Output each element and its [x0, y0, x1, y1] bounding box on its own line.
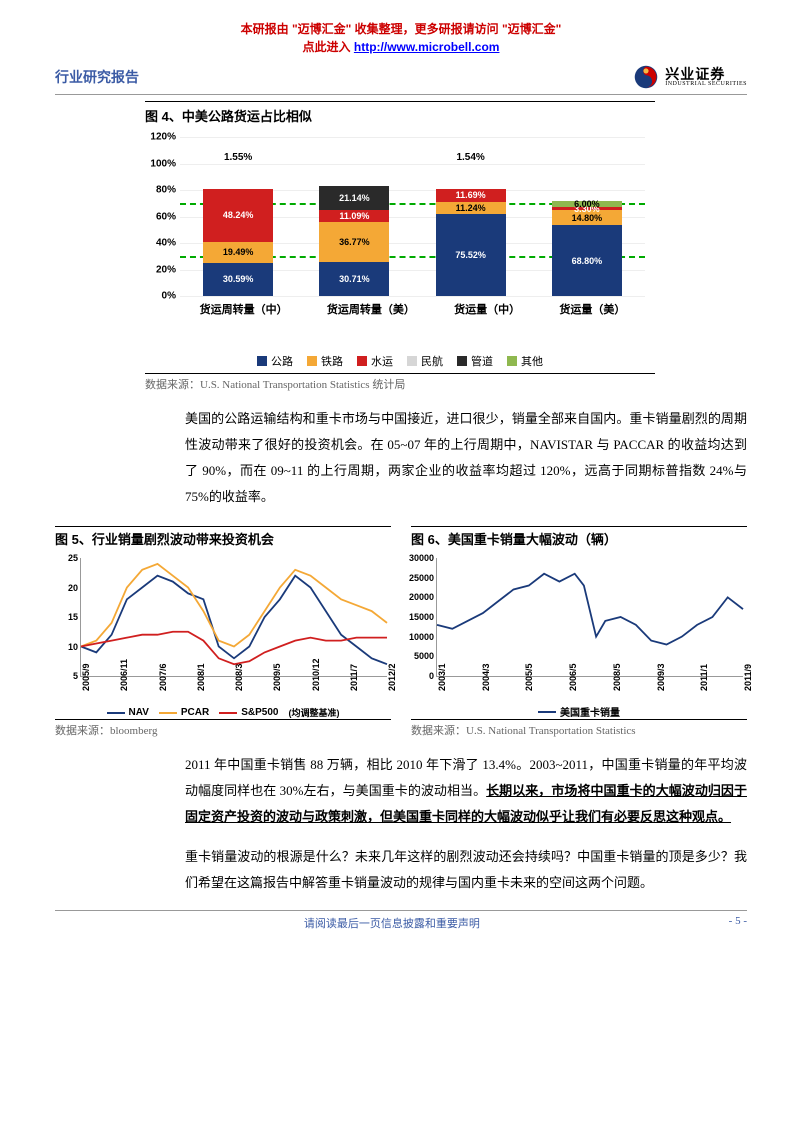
banner-link[interactable]: http://www.microbell.com — [354, 40, 500, 54]
chart6-legend: 美国重卡销量 — [411, 704, 747, 719]
legend-swatch — [307, 356, 317, 366]
legend-note: (均调整基准) — [288, 706, 339, 719]
chart6-source: 数据来源：U.S. National Transportation Statis… — [411, 722, 747, 738]
paragraph-2: 2011 年中国重卡销售 88 万辆，相比 2010 年下滑了 13.4%。20… — [185, 752, 747, 830]
chart4-bar-group: 68.80%14.80%3.30%6.00% — [552, 173, 622, 296]
legend-item: NAV — [107, 706, 149, 719]
xtick: 2012/2 — [387, 663, 389, 691]
chart4-ytick: 80% — [156, 185, 180, 196]
legend-item: 铁路 — [307, 353, 343, 369]
chart4-bar-segment: 11.09% — [319, 210, 389, 222]
chart4-bar-group: 30.59%19.49%48.24%1.55% — [203, 166, 273, 296]
chart4-bar-group: 75.52%11.24%11.69%1.54% — [436, 166, 506, 296]
legend-item: 管道 — [457, 353, 493, 369]
header: 行业研究报告 兴业证券 INDUSTRIAL SECURITIES — [55, 64, 747, 95]
ytick: 30000 — [409, 553, 437, 563]
chart4-bar-top-label: 1.55% — [224, 152, 252, 163]
ytick: 10000 — [409, 632, 437, 642]
chart4-bar-segment: 11.69% — [436, 189, 506, 202]
ytick: 20000 — [409, 592, 437, 602]
legend-item: 民航 — [407, 353, 443, 369]
legend-item: PCAR — [159, 706, 209, 719]
footer: 请阅读最后一页信息披露和重要声明 - 5 - — [55, 910, 747, 931]
chart4-bar-segment: 36.77% — [319, 222, 389, 262]
chart4-legend: 公路铁路水运民航管道其他 — [145, 353, 655, 374]
ytick: 25 — [68, 553, 81, 563]
logo-icon — [633, 64, 659, 90]
legend-item: 其他 — [507, 353, 543, 369]
ytick: 15 — [68, 612, 81, 622]
ytick: 0 — [429, 671, 437, 681]
banner-line1: 本研报由 "迈博汇金" 收集整理，更多研报请访问 "迈博汇金" — [55, 20, 747, 38]
legend-swatch — [507, 356, 517, 366]
ytick: 25000 — [409, 573, 437, 583]
chart4-xtick: 货运量（美） — [559, 301, 625, 317]
figure-5: 图 5、行业销量剧烈波动带来投资机会 5101520252005/92006/1… — [55, 524, 391, 738]
chart4-bar-segment: 21.14% — [319, 186, 389, 209]
chart5-legend: NAV PCAR S&P500 (均调整基准) — [55, 706, 391, 719]
chart4-bar-segment: 48.24% — [203, 189, 273, 241]
chart4-bar-segment: 30.71% — [319, 262, 389, 296]
chart4-bar-segment: 11.24% — [436, 202, 506, 214]
footer-text: 请阅读最后一页信息披露和重要声明 — [304, 915, 480, 931]
figure-5-title: 图 5、行业销量剧烈波动带来投资机会 — [55, 526, 391, 548]
figure-4: 图 4、中美公路货运占比相似 0% 20% 40% 60% 80% 100% 120% 30.… — [145, 101, 655, 392]
chart4-ytick: 100% — [150, 158, 180, 169]
chart5-area: 5101520252005/92006/112007/62008/12008/3… — [55, 550, 391, 720]
legend-line — [159, 712, 177, 714]
figure-6: 图 6、美国重卡销量大幅波动（辆） 0 5000 10000 15000 20000 25… — [411, 524, 747, 738]
logo-cn: 兴业证券 — [665, 67, 747, 81]
legend-line — [538, 711, 556, 713]
ytick: 5000 — [414, 651, 437, 661]
chart4-ytick: 60% — [156, 211, 180, 222]
chart6-area: 0500010000150002000025000300002003/12004… — [411, 550, 747, 720]
legend-line — [107, 712, 125, 714]
chart4-xtick: 货运量（中） — [454, 301, 520, 317]
chart4-ytick: 0% — [162, 291, 180, 302]
company-logo: 兴业证券 INDUSTRIAL SECURITIES — [633, 64, 747, 90]
line-series — [437, 574, 743, 645]
figure-6-title: 图 6、美国重卡销量大幅波动（辆） — [411, 526, 747, 548]
legend-swatch — [257, 356, 267, 366]
logo-en: INDUSTRIAL SECURITIES — [665, 81, 747, 87]
chart5-source: 数据来源：bloomberg — [55, 722, 391, 738]
chart4-ytick: 40% — [156, 238, 180, 249]
legend-item: 美国重卡销量 — [538, 704, 620, 719]
chart4-bar-group: 30.71%36.77%11.09%21.14% — [319, 164, 389, 296]
legend-swatch — [357, 356, 367, 366]
ytick: 5 — [73, 671, 81, 681]
xtick: 2011/9 — [743, 664, 745, 691]
chart4-bar-segment: 6.00% — [552, 201, 622, 207]
legend-item: 水运 — [357, 353, 393, 369]
chart4-bar-segment: 75.52% — [436, 214, 506, 296]
legend-line — [219, 712, 237, 714]
chart4-source: 数据来源：U.S. National Transportation Statis… — [145, 376, 655, 392]
report-type: 行业研究报告 — [55, 67, 139, 87]
chart4-area: 0% 20% 40% 60% 80% 100% 120% 30.59%19.49%48.24%… — [145, 127, 655, 347]
ytick: 10 — [68, 642, 81, 652]
paragraph-3: 重卡销量波动的根源是什么？未来几年这样的剧烈波动还会持续吗？中国重卡销量的顶是多… — [185, 844, 747, 896]
chart4-bar-segment: 30.59% — [203, 263, 273, 296]
top-banner: 本研报由 "迈博汇金" 收集整理，更多研报请访问 "迈博汇金" 点此进入 htt… — [55, 20, 747, 56]
figure-4-title: 图 4、中美公路货运占比相似 — [145, 101, 655, 125]
ytick: 15000 — [409, 612, 437, 622]
chart4-xtick: 货运周转量（中） — [200, 301, 288, 317]
legend-swatch — [407, 356, 417, 366]
ytick: 20 — [68, 583, 81, 593]
chart4-ytick: 20% — [156, 264, 180, 275]
banner-line2: 点此进入 http://www.microbell.com — [55, 38, 747, 56]
legend-swatch — [457, 356, 467, 366]
chart4-bar-segment: 19.49% — [203, 242, 273, 263]
chart4-ytick: 120% — [150, 132, 180, 143]
page-number: - 5 - — [729, 915, 747, 931]
chart4-xtick: 货运周转量（美） — [327, 301, 415, 317]
chart4-bar-top-label: 1.54% — [456, 152, 484, 163]
paragraph-1: 美国的公路运输结构和重卡市场与中国接近，进口很少，销量全部来自国内。重卡销量剧烈… — [185, 406, 747, 510]
chart4-bar-segment: 68.80% — [552, 225, 622, 296]
legend-item: 公路 — [257, 353, 293, 369]
legend-item: S&P500 — [219, 706, 278, 719]
figures-5-6: 图 5、行业销量剧烈波动带来投资机会 5101520252005/92006/1… — [55, 524, 747, 738]
